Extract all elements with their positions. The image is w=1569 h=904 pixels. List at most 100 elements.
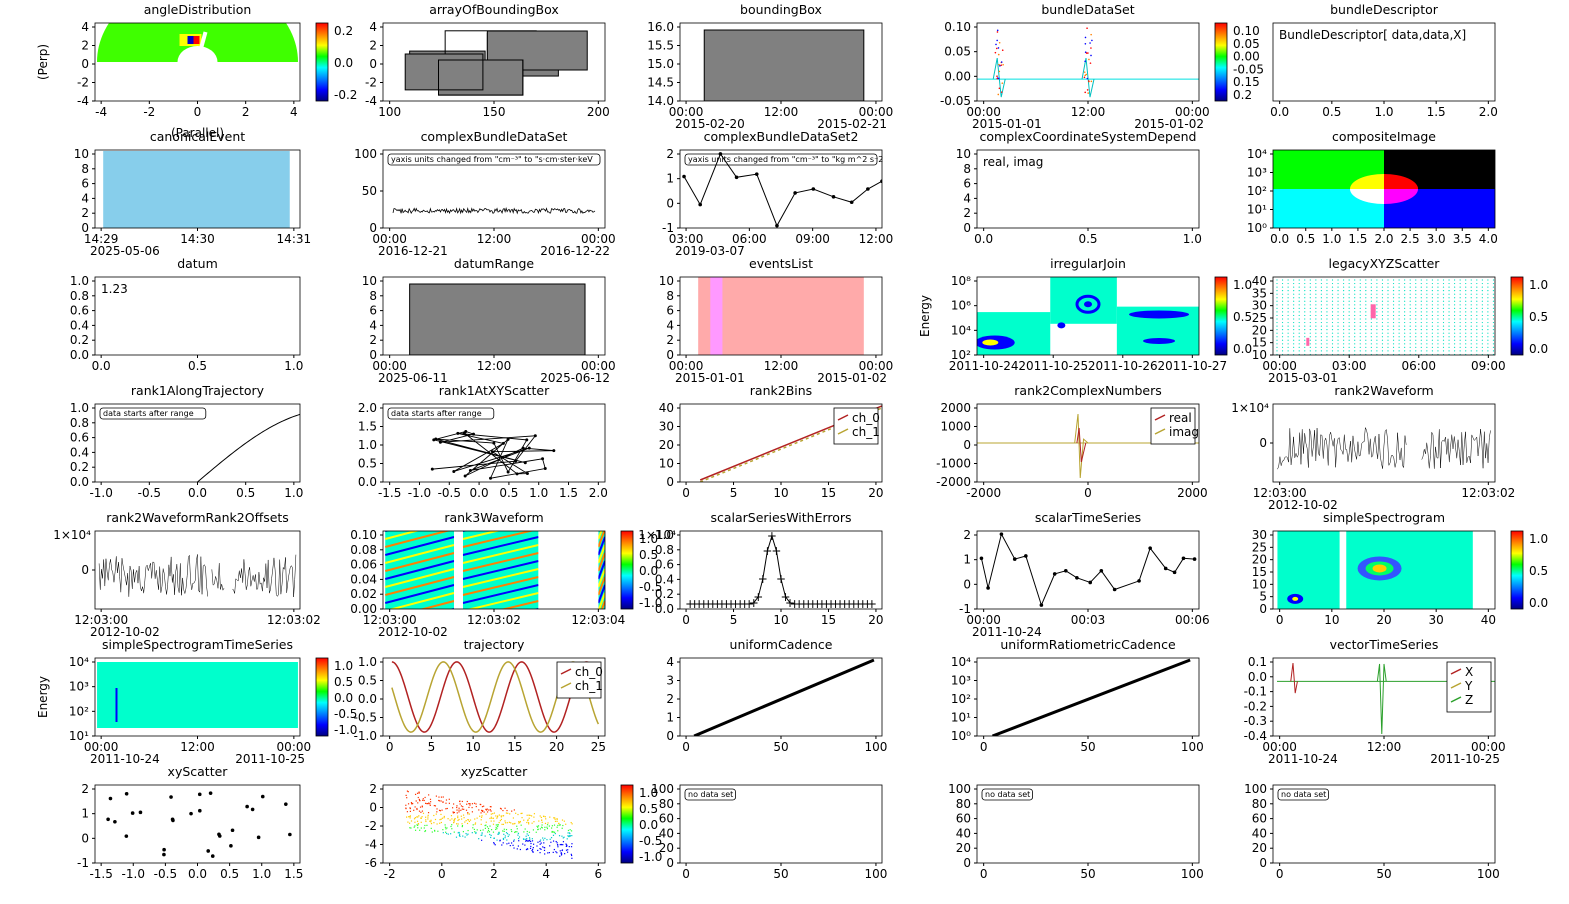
xyz-point bbox=[538, 820, 540, 822]
grid-dot bbox=[1392, 307, 1395, 309]
grid-dot bbox=[1470, 311, 1472, 313]
colorbar-label: 0.5 bbox=[334, 675, 353, 689]
x-tick-label: 4 bbox=[542, 867, 550, 881]
x-tick-label: 0.0 bbox=[188, 486, 207, 500]
legend-label: Y bbox=[1464, 679, 1473, 693]
xyz-point bbox=[540, 848, 542, 850]
annotation-box bbox=[1277, 788, 1329, 801]
data-point bbox=[523, 461, 527, 465]
xyz-point bbox=[553, 824, 556, 826]
grid-dot bbox=[1287, 339, 1289, 341]
xyz-point bbox=[409, 810, 411, 812]
x-tick-label: 00:00 bbox=[1175, 105, 1210, 119]
grid-dot bbox=[1276, 321, 1278, 324]
colorbar-label: 1.0 bbox=[1529, 278, 1548, 292]
panel-title: vectorTimeSeries bbox=[1330, 637, 1439, 652]
blob-band bbox=[1129, 310, 1190, 319]
grid-dot bbox=[1409, 297, 1411, 299]
xyz-point bbox=[430, 822, 433, 825]
grid-dot bbox=[1476, 318, 1478, 320]
grid-dot bbox=[1476, 300, 1478, 302]
grid-dot bbox=[1404, 304, 1406, 306]
xyz-point bbox=[539, 843, 541, 845]
grid-dot bbox=[1481, 318, 1483, 320]
xyz-point bbox=[561, 819, 564, 821]
xyz-point bbox=[493, 843, 495, 845]
xyz-point bbox=[498, 832, 500, 834]
y-tick-label: 20 bbox=[1252, 553, 1267, 567]
grid-dot bbox=[1354, 346, 1356, 348]
xyz-point bbox=[546, 826, 548, 828]
y-tick-label: 0.2 bbox=[655, 587, 674, 601]
grid-dot bbox=[1359, 279, 1361, 281]
data-point bbox=[208, 791, 213, 795]
grid-dot bbox=[1326, 332, 1328, 334]
grid-dot bbox=[1331, 339, 1334, 341]
xyz-point bbox=[490, 820, 492, 822]
xyz-point bbox=[498, 833, 500, 835]
grid-dot bbox=[1298, 282, 1300, 285]
grid-dot bbox=[1354, 325, 1356, 327]
xyz-point bbox=[418, 815, 420, 817]
grid-dot bbox=[1431, 336, 1433, 338]
bundle-dot bbox=[1087, 80, 1090, 82]
grid-dot bbox=[1420, 282, 1422, 285]
xyz-point bbox=[485, 809, 488, 811]
data-point bbox=[130, 811, 135, 815]
xyz-point bbox=[458, 811, 460, 813]
grid-dot bbox=[1409, 293, 1411, 295]
grid-dot bbox=[1398, 300, 1400, 302]
xyz-point bbox=[414, 806, 416, 808]
grid-dot bbox=[1320, 318, 1322, 320]
xyz-point bbox=[524, 828, 526, 830]
xyz-point bbox=[546, 827, 549, 830]
grid-dot bbox=[1309, 314, 1311, 317]
data-point bbox=[162, 847, 166, 852]
grid-dot bbox=[1487, 307, 1489, 309]
legend-swatch bbox=[1450, 696, 1462, 703]
xyz-point bbox=[427, 812, 430, 814]
y-tick-label: 0.0 bbox=[1248, 670, 1267, 684]
bundle-dot bbox=[1000, 61, 1003, 63]
grid-dot bbox=[1470, 339, 1472, 341]
grid-dot bbox=[1409, 282, 1411, 285]
grid-dot bbox=[1398, 279, 1400, 281]
xyz-point bbox=[475, 803, 477, 805]
xyz-point bbox=[459, 835, 461, 837]
xyz-point bbox=[445, 808, 447, 810]
grid-dot bbox=[1354, 279, 1356, 281]
ellipse-q3 bbox=[1350, 189, 1384, 204]
grid-dot bbox=[1320, 307, 1322, 309]
grid-dot bbox=[1365, 336, 1367, 338]
grid-dot bbox=[1442, 286, 1445, 288]
grid-dot bbox=[1487, 336, 1489, 338]
x-tick-label: 20 bbox=[549, 740, 564, 754]
grid-dot bbox=[1431, 339, 1433, 341]
spec-blob-core bbox=[1292, 596, 1299, 601]
y-tick-label: 100 bbox=[651, 782, 674, 796]
grid-dot bbox=[1470, 282, 1472, 285]
xyz-point bbox=[524, 844, 526, 846]
y-tick-label: 0.0 bbox=[358, 692, 377, 706]
grid-dot bbox=[1365, 318, 1367, 320]
x-tick-label: -4 bbox=[95, 105, 107, 119]
grid-dot bbox=[1298, 279, 1300, 281]
xyz-point bbox=[436, 823, 438, 825]
y-tick-label: 10⁰ bbox=[951, 729, 971, 743]
grid-dot bbox=[1348, 329, 1350, 331]
annotation-note: no data set bbox=[1281, 790, 1326, 799]
xyz-point bbox=[509, 813, 511, 815]
plot-area bbox=[977, 277, 1199, 355]
grid-dot bbox=[1442, 279, 1445, 281]
x-tick-label: 12:00 bbox=[477, 359, 512, 373]
xyz-point bbox=[424, 830, 427, 832]
grid-dot bbox=[1354, 293, 1356, 295]
panel-text: real, imag bbox=[983, 155, 1043, 169]
x-tick-label: 0.0 bbox=[188, 867, 207, 881]
grid-dot bbox=[1298, 300, 1300, 302]
error-marker: + bbox=[731, 597, 741, 611]
grid-dot bbox=[1459, 343, 1461, 345]
grid-dot bbox=[1359, 300, 1361, 302]
panel-title: rank2Waveform bbox=[1334, 383, 1433, 398]
